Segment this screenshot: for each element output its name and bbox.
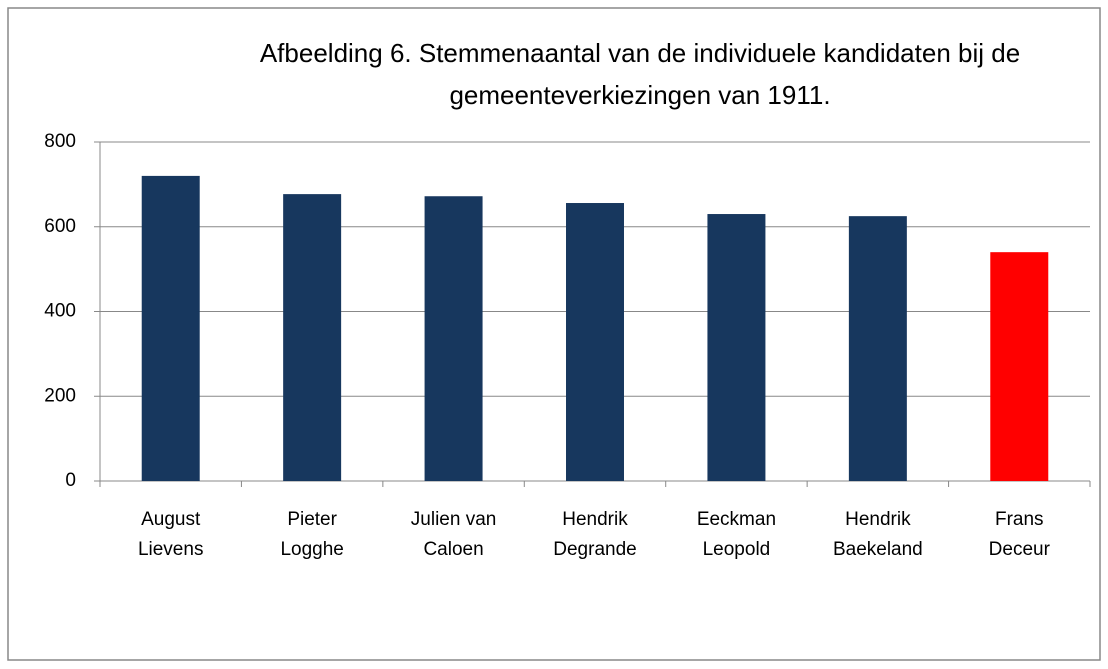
- x-tick-label: Frans Deceur: [989, 509, 1051, 560]
- x-tick-label: Julien van Caloen: [411, 509, 497, 560]
- x-tick-label: August Lievens: [138, 509, 204, 560]
- x-tick-label: Eeckman Leopold: [697, 509, 776, 560]
- chart-title: Afbeelding 6. Stemmenaantal van de indiv…: [260, 38, 1020, 110]
- bar: [566, 203, 624, 481]
- x-tick-label: Pieter Logghe: [280, 509, 343, 560]
- bar: [424, 196, 483, 482]
- y-tick-label: 0: [65, 470, 76, 491]
- bar: [283, 194, 342, 481]
- bar: [141, 175, 200, 481]
- bar: [707, 214, 766, 481]
- y-tick-label: 600: [44, 216, 76, 237]
- bar: [848, 216, 907, 481]
- x-tick-label: Hendrik Baekeland: [833, 509, 923, 560]
- y-tick-label: 400: [44, 301, 76, 322]
- bar: [990, 252, 1049, 481]
- x-tick-label: Hendrik Degrande: [553, 509, 636, 560]
- y-tick-label: 200: [44, 385, 76, 406]
- y-tick-label: 800: [44, 131, 76, 152]
